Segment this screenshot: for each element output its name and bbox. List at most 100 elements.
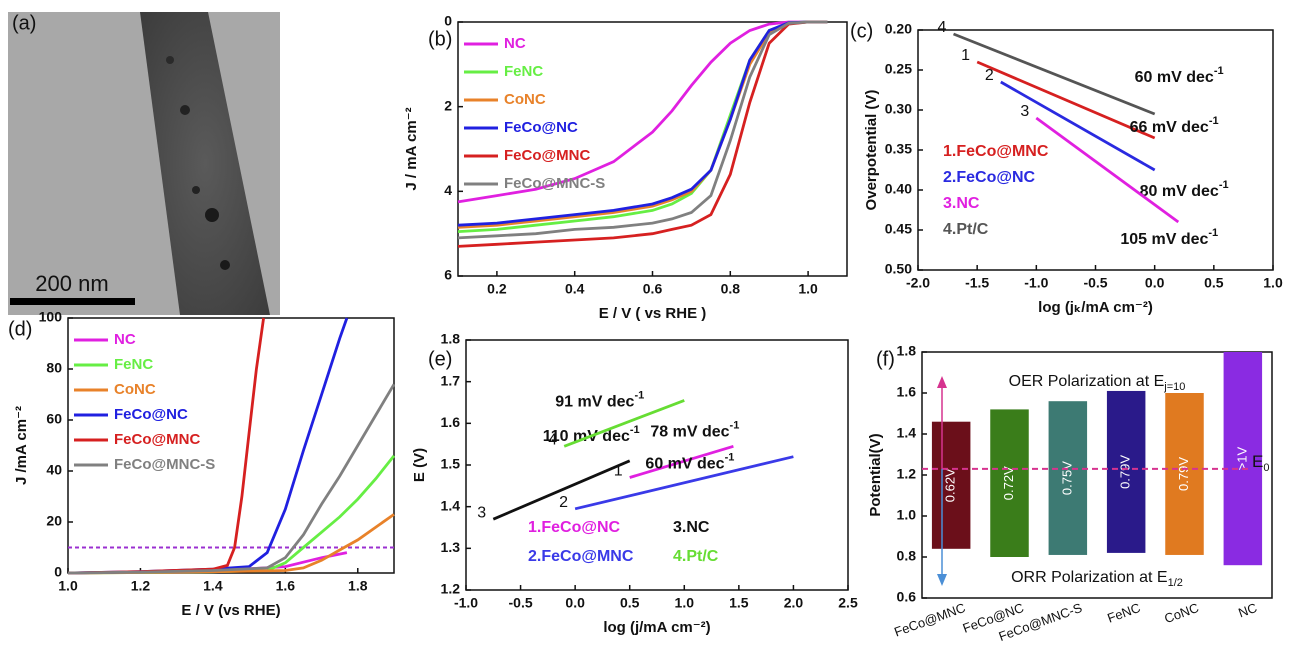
legend-label: 3.NC: [673, 519, 710, 536]
y-tick-label: 1.6: [441, 414, 461, 430]
x-tick-label: FeNC: [1105, 600, 1142, 626]
x-tick-label: 0.8: [721, 281, 741, 297]
y-tick-label: 1.5: [441, 456, 461, 472]
legend-label: 1.FeCo@MNC: [943, 143, 1049, 160]
slope-label-sup: -1: [630, 424, 640, 436]
series-line: [954, 34, 1155, 114]
x-tick-label: -0.5: [1083, 275, 1107, 291]
y-tick-label: 0.40: [885, 181, 912, 197]
y-tick-label: 1.8: [441, 331, 461, 347]
slope-label: 105 mV dec-1: [1120, 227, 1218, 248]
orr-annotation-sub: 1/2: [1168, 577, 1183, 589]
x-tick-label: 0.6: [643, 281, 663, 297]
line-number-label: 2: [985, 67, 994, 84]
y-tick-label: 0.30: [885, 101, 912, 117]
bar-gap-label: 0.79V: [1118, 455, 1133, 489]
slope-label: 80 mV dec-1: [1140, 179, 1229, 200]
y-tick-label: 1.4: [441, 497, 461, 513]
reference-label-sub: 0: [1263, 462, 1269, 474]
x-axis-label: log (jₖ/mA cm⁻²): [1038, 299, 1153, 316]
legend-label: FeNC: [504, 63, 543, 80]
x-axis-label: log (j/mA cm⁻²): [603, 619, 710, 636]
y-tick-label: 0.8: [897, 548, 917, 564]
y-tick-label: 1.3: [441, 539, 461, 555]
slope-label-main: 78 mV dec: [650, 423, 729, 440]
x-tick-label: 1.5: [729, 595, 749, 611]
oer-annotation: OER Polarization at Ej=10: [1009, 373, 1186, 393]
x-tick-label: 1.0: [798, 281, 818, 297]
y-tick-label: 60: [46, 411, 62, 427]
slope-label-sup: -1: [730, 419, 740, 431]
x-tick-label: 1.8: [348, 578, 368, 594]
legend-label: FeCo@MNC: [504, 147, 590, 164]
particle: [205, 208, 219, 222]
x-tick-label: 1.0: [58, 578, 78, 594]
legend-label: 1.FeCo@NC: [528, 519, 621, 536]
slope-label: 91 mV dec-1: [555, 389, 644, 410]
legend-label: 3.NC: [943, 195, 980, 212]
slope-label: 110 mV dec-1: [543, 424, 640, 445]
legend-label: CoNC: [504, 91, 546, 108]
particle: [220, 260, 230, 270]
y-tick-label: 0.20: [885, 21, 912, 37]
y-axis-label: Overpotential (V): [863, 90, 880, 211]
y-tick-label: 1.7: [441, 372, 461, 388]
panel-label: (a): [12, 12, 36, 34]
line-number-label: 4: [938, 19, 947, 36]
y-axis-label: Potential(V): [867, 433, 884, 516]
x-tick-label: 1.2: [131, 578, 151, 594]
y-axis-label: J / mA cm⁻²: [403, 107, 420, 190]
x-tick-label: NC: [1236, 600, 1259, 621]
reference-label: E0: [1252, 452, 1269, 473]
panel-label: (d): [8, 318, 32, 340]
legend-label: FeCo@NC: [114, 406, 188, 423]
y-tick-label: 0.25: [885, 61, 912, 77]
y-tick-label: 1.8: [897, 343, 917, 359]
slope-label-sup: -1: [1214, 65, 1224, 77]
panel-label: (f): [876, 348, 895, 370]
particle: [192, 186, 200, 194]
y-tick-label: 1.4: [897, 425, 917, 441]
slope-label-sup: -1: [1209, 115, 1219, 127]
x-tick-label: 0.2: [487, 281, 507, 297]
oer-annotation-sub: j=10: [1163, 381, 1185, 393]
x-tick-label: -1.0: [1024, 275, 1048, 291]
y-tick-label: 20: [46, 513, 62, 529]
orr-annotation: ORR Polarization at E1/2: [1011, 569, 1183, 589]
particle: [166, 56, 174, 64]
x-tick-label: 1.0: [675, 595, 695, 611]
series-line: [68, 318, 347, 573]
slope-label: 60 mV dec-1: [1135, 65, 1224, 86]
x-tick-label: -1.0: [454, 595, 478, 611]
legend-label: FeCo@NC: [504, 119, 578, 136]
slope-label-main: 91 mV dec: [555, 394, 634, 411]
line-number-label: 1: [961, 47, 970, 64]
y-axis-label: J /mA cm⁻²: [13, 406, 30, 485]
orr-arrow-head: [937, 574, 947, 586]
y-tick-label: 6: [444, 267, 452, 283]
legend-label: FeNC: [114, 356, 153, 373]
legend-label: 2.FeCo@MNC: [528, 548, 634, 565]
slope-label: 66 mV dec-1: [1130, 115, 1219, 136]
scale-bar-label: 200 nm: [35, 271, 108, 296]
x-tick-label: -2.0: [906, 275, 930, 291]
x-tick-label: -0.5: [509, 595, 533, 611]
legend-label: NC: [114, 331, 136, 348]
y-axis-label: E (V): [411, 448, 428, 482]
y-tick-label: 1.2: [897, 466, 917, 482]
slope-label-main: 105 mV dec: [1120, 231, 1208, 248]
bar-gap-label: 0.72V: [1001, 466, 1016, 500]
panel-label: (e): [428, 348, 452, 370]
slope-label: 78 mV dec-1: [650, 419, 739, 440]
series-line: [68, 514, 394, 573]
legend-label: 4.Pt/C: [943, 221, 989, 238]
slope-label-sup: -1: [634, 389, 644, 401]
slope-label-main: 80 mV dec: [1140, 183, 1219, 200]
slope-label-main: 60 mV dec: [645, 456, 724, 473]
line-number-label: 2: [559, 494, 568, 511]
orr-annotation-main: ORR Polarization at E: [1011, 569, 1168, 586]
line-number-label: 3: [1020, 103, 1029, 120]
figure: 200 nm (a) (b)02460.20.40.60.81.0E / V (…: [0, 0, 1293, 649]
slope-label-main: 66 mV dec: [1130, 119, 1209, 136]
slope-label: 60 mV dec-1: [645, 452, 734, 473]
